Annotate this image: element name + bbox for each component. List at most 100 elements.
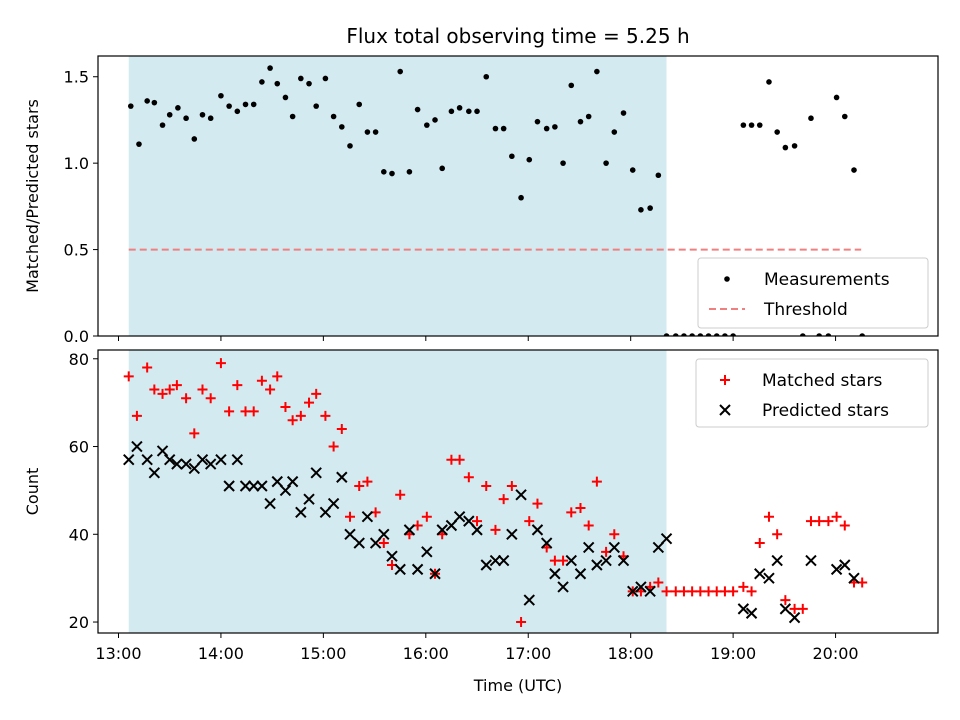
data-point xyxy=(279,484,292,497)
data-point xyxy=(353,537,365,549)
data-point xyxy=(518,194,524,201)
x-tick-label: 14:00 xyxy=(198,644,244,663)
data-point xyxy=(565,554,577,567)
legend-marker-plus xyxy=(720,375,730,385)
data-point xyxy=(823,516,834,527)
y-tick-label: 1.5 xyxy=(64,68,89,87)
data-point xyxy=(568,82,575,89)
data-point xyxy=(859,333,865,336)
data-point xyxy=(123,371,134,382)
data-point xyxy=(148,467,161,479)
data-point xyxy=(429,568,441,580)
data-point xyxy=(540,537,553,549)
data-point xyxy=(250,101,257,108)
legend-box xyxy=(695,358,929,428)
data-point xyxy=(144,98,150,104)
legend-label: Predicted stars xyxy=(762,401,889,421)
data-point xyxy=(756,122,763,128)
data-point xyxy=(264,497,276,510)
legend-label: Measurements xyxy=(764,270,890,290)
data-point xyxy=(256,480,268,492)
data-point xyxy=(635,581,647,593)
data-point xyxy=(204,458,217,470)
data-point xyxy=(808,115,814,122)
y-tick-label: 0.5 xyxy=(64,241,89,260)
data-point xyxy=(330,113,337,120)
data-point xyxy=(286,475,299,488)
y-tick-label: 80 xyxy=(69,350,89,369)
data-point xyxy=(791,143,798,149)
data-point xyxy=(653,577,664,588)
data-point xyxy=(313,103,319,109)
data-point xyxy=(424,122,430,128)
data-point xyxy=(336,423,347,434)
data-point xyxy=(705,333,712,336)
data-point xyxy=(232,380,243,391)
x-axis-label: Time (UTC) xyxy=(473,676,562,695)
data-point xyxy=(681,333,687,336)
data-point xyxy=(136,141,142,147)
data-point xyxy=(492,125,499,132)
data-point xyxy=(411,563,424,576)
legend-box xyxy=(697,257,929,329)
data-point xyxy=(841,113,848,120)
data-point xyxy=(515,489,527,501)
data-point xyxy=(558,555,569,566)
data-point xyxy=(483,73,490,80)
data-point xyxy=(123,453,135,466)
data-point xyxy=(295,410,306,421)
data-point xyxy=(660,532,673,545)
plot-area xyxy=(127,65,865,336)
data-point xyxy=(763,511,774,522)
data-point xyxy=(713,333,720,336)
data-point xyxy=(159,122,166,128)
data-point xyxy=(197,384,208,395)
data-point xyxy=(722,333,728,336)
data-point xyxy=(356,101,363,108)
data-point xyxy=(763,572,775,584)
data-point xyxy=(771,554,783,567)
data-point xyxy=(543,125,550,132)
data-point xyxy=(171,380,182,391)
data-point xyxy=(215,453,227,466)
legend-marker-dot xyxy=(724,276,730,282)
data-point xyxy=(779,603,792,615)
series-0 xyxy=(123,358,868,628)
data-point xyxy=(526,156,533,163)
data-point xyxy=(166,111,173,118)
chart-title: Flux total observing time = 5.25 h xyxy=(346,24,689,48)
legend: Measurements Threshold xyxy=(697,257,929,329)
data-point xyxy=(345,511,355,522)
data-point xyxy=(406,169,413,175)
data-point xyxy=(223,480,235,492)
data-point xyxy=(320,410,331,421)
data-point xyxy=(839,559,851,571)
data-point xyxy=(231,453,244,466)
data-point xyxy=(127,103,134,109)
data-point xyxy=(797,603,808,614)
data-point xyxy=(480,559,492,571)
data-point xyxy=(574,568,587,580)
x-tick-label: 19:00 xyxy=(710,644,756,663)
data-point xyxy=(151,99,158,106)
x-tick-label: 16:00 xyxy=(403,644,449,663)
data-point xyxy=(500,125,507,132)
data-point xyxy=(825,333,832,336)
data-point xyxy=(627,585,639,598)
data-point xyxy=(746,586,757,597)
data-point xyxy=(489,554,502,567)
series-1 xyxy=(123,440,860,624)
data-point xyxy=(395,489,406,500)
data-point xyxy=(754,538,765,549)
data-point xyxy=(189,428,200,439)
data-point xyxy=(303,493,315,505)
y-tick-label: 0.0 xyxy=(64,327,89,346)
data-point xyxy=(131,410,142,421)
data-point xyxy=(298,75,304,82)
data-point xyxy=(531,524,544,536)
data-point xyxy=(271,475,283,488)
data-point xyxy=(661,586,672,597)
data-point xyxy=(805,554,817,567)
data-point xyxy=(361,511,374,523)
data-point xyxy=(295,506,307,519)
